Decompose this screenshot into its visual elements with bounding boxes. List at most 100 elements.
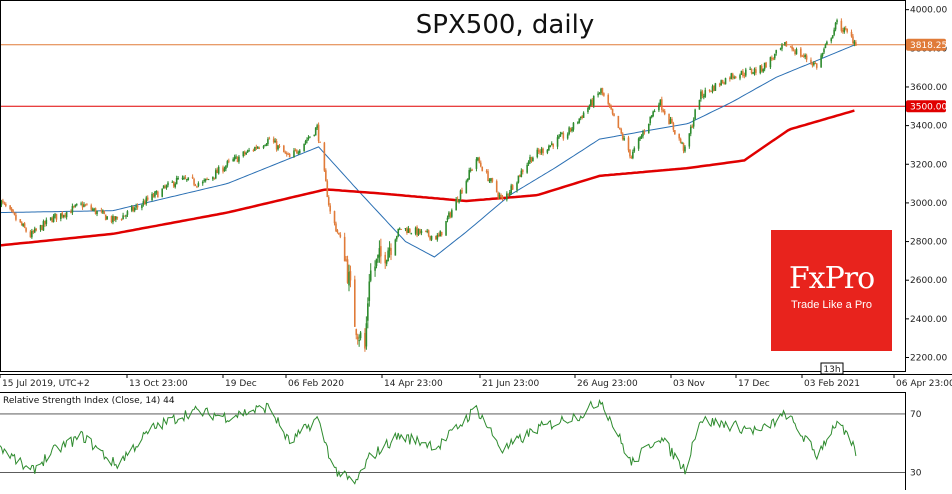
candle-down xyxy=(323,142,326,171)
time-tick-label: 26 Aug 23:00 xyxy=(577,379,638,389)
candle-up xyxy=(106,216,108,220)
candle-up xyxy=(582,112,585,118)
candle-down xyxy=(810,59,812,63)
candle-up xyxy=(112,216,114,223)
candle-down xyxy=(275,141,278,150)
candle-up xyxy=(571,129,573,132)
candle-up xyxy=(559,133,562,137)
price-tick-label: 2800.00 xyxy=(910,238,947,248)
candle-down xyxy=(243,151,246,155)
candle-up xyxy=(455,199,457,211)
candle-up xyxy=(174,183,177,187)
candle-down xyxy=(355,329,358,336)
candle-up xyxy=(836,20,838,23)
candle-down xyxy=(855,42,857,46)
candle-down xyxy=(258,147,261,149)
candle-up xyxy=(647,123,650,133)
candle-down xyxy=(103,210,106,214)
candle-up xyxy=(309,136,311,138)
candle-up xyxy=(233,156,236,160)
candle-up xyxy=(529,156,531,163)
candle-up xyxy=(506,193,508,200)
candle-down xyxy=(802,55,805,57)
candle-up xyxy=(652,111,654,117)
level-badge xyxy=(906,100,946,113)
candle-down xyxy=(356,336,359,340)
candle-down xyxy=(9,205,11,209)
candle-up xyxy=(154,191,156,197)
candle-up xyxy=(740,70,743,75)
candle-up xyxy=(653,111,656,113)
candle-up xyxy=(369,270,372,281)
candle-up xyxy=(388,247,391,251)
candle-up xyxy=(820,55,822,68)
candle-down xyxy=(789,46,792,48)
candle-up xyxy=(80,203,82,205)
candle-down xyxy=(23,223,26,228)
candle-up xyxy=(245,152,247,155)
candle-down xyxy=(471,169,473,171)
candle-up xyxy=(477,157,479,160)
candle-up xyxy=(739,75,741,79)
candle-down xyxy=(73,206,75,208)
candle-down xyxy=(327,197,330,205)
candle-down xyxy=(41,225,43,231)
candle-down xyxy=(671,118,673,124)
candle-down xyxy=(672,123,675,130)
candle-down xyxy=(191,176,194,179)
candle-down xyxy=(136,205,139,208)
candle-up xyxy=(130,206,133,211)
candle-up xyxy=(232,159,234,162)
candle-up xyxy=(498,194,501,197)
candle-up xyxy=(516,182,518,191)
candle-up xyxy=(417,228,420,235)
candle-down xyxy=(406,228,408,234)
candle-up xyxy=(91,209,94,211)
time-tick-label: 19 Dec xyxy=(225,379,257,389)
candle-up xyxy=(623,138,625,140)
candle-up xyxy=(711,86,714,92)
candle-up xyxy=(177,178,179,180)
candle-down xyxy=(723,83,725,85)
candle-down xyxy=(252,150,255,152)
candle-up xyxy=(468,170,471,180)
candle-up xyxy=(650,115,653,118)
candle-down xyxy=(384,254,387,264)
candle-up xyxy=(204,178,207,181)
candle-down xyxy=(364,332,366,349)
candle-up xyxy=(510,185,512,193)
time-tick-label: 17 Dec xyxy=(738,379,770,389)
candle-up xyxy=(365,323,368,347)
candle-down xyxy=(501,196,504,200)
candle-up xyxy=(359,332,362,339)
candle-up xyxy=(597,93,599,96)
candle-down xyxy=(682,143,685,151)
candle-up xyxy=(96,210,98,215)
candle-down xyxy=(785,41,788,47)
candle-up xyxy=(649,116,652,124)
candle-up xyxy=(264,145,266,147)
candle-down xyxy=(620,129,623,134)
candle-up xyxy=(135,205,137,208)
candle-down xyxy=(3,202,6,204)
chart-title: SPX500, daily xyxy=(416,10,594,40)
candle-up xyxy=(133,208,136,211)
candle-up xyxy=(175,178,178,185)
candle-up xyxy=(167,182,169,186)
candle-down xyxy=(643,131,646,133)
candle-down xyxy=(487,171,489,182)
candle-up xyxy=(639,137,641,139)
candle-up xyxy=(600,88,602,94)
candle-up xyxy=(430,235,433,240)
candle-down xyxy=(617,115,620,128)
candle-down xyxy=(32,231,35,233)
candle-up xyxy=(298,150,301,153)
candle-up xyxy=(694,109,696,120)
candle-down xyxy=(25,228,27,232)
candle-up xyxy=(187,177,190,180)
candle-up xyxy=(795,49,798,55)
candle-up xyxy=(598,93,601,95)
candle-up xyxy=(724,78,727,85)
candle-up xyxy=(33,228,36,233)
